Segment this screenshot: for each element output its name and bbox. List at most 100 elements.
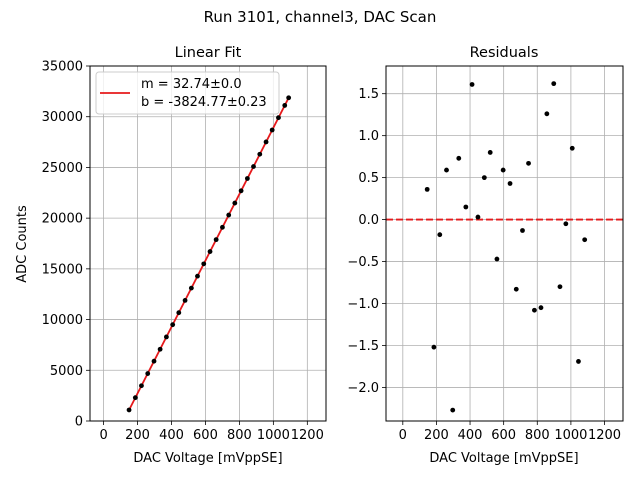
data-point [507, 181, 513, 186]
y-tick-label: 5000 [50, 364, 83, 379]
x-tick-label: 1200 [588, 428, 621, 443]
data-point [513, 286, 519, 292]
residuals-panel: 0 200 400 600 800 1000 1200 −2.0 −1.5 −1.0 −0.5 0.… [347, 45, 624, 466]
data-point [444, 167, 449, 173]
linear-fit-y-ticks: 0 5000 10000 15000 20000 25000 30000 35000 [42, 60, 90, 430]
y-tick-label: 0.0 [358, 213, 379, 228]
x-tick-label: 0 [399, 428, 407, 443]
x-tick-label: 400 [458, 428, 483, 443]
x-tick-label: 200 [424, 428, 449, 443]
x-tick-label: 200 [125, 428, 150, 443]
linear-fit-axes-frame [89, 65, 327, 422]
data-point [475, 214, 481, 220]
y-tick-label: −1.0 [347, 297, 379, 312]
data-point [431, 344, 437, 350]
data-point [269, 127, 275, 133]
data-point [188, 285, 194, 291]
data-point [182, 298, 188, 303]
data-point [551, 81, 557, 87]
legend-intercept-entry: b = -3824.77±0.23 [141, 95, 267, 110]
x-tick-label: 1200 [291, 428, 324, 443]
data-point [520, 228, 525, 233]
residuals-grid [386, 66, 623, 421]
y-tick-label: 1.0 [358, 129, 379, 144]
data-point [244, 176, 250, 181]
data-point [251, 164, 256, 169]
data-point [282, 103, 288, 108]
x-tick-label: 0 [99, 428, 107, 443]
residuals-x-axis-label: DAC Voltage [mVppSE] [429, 451, 578, 466]
data-point [139, 383, 144, 389]
linear-fit-x-ticks: 0 200 400 600 800 1000 1200 [99, 421, 324, 443]
data-point [481, 175, 487, 181]
figure-suptitle: Run 3101, channel3, DAC Scan [204, 8, 437, 26]
linear-fit-plot [126, 95, 292, 413]
linear-fit-y-axis-label: ADC Counts [15, 205, 30, 283]
x-tick-label: 1000 [554, 428, 587, 443]
y-tick-label: 0.5 [358, 171, 379, 186]
data-point [463, 204, 469, 210]
x-tick-label: 400 [159, 428, 184, 443]
data-point [276, 115, 281, 121]
linear-fit-legend: m = 32.74±0.0 b = -3824.77±0.23 [95, 71, 280, 115]
data-point [170, 322, 176, 328]
data-point [164, 334, 169, 340]
y-tick-label: 0 [75, 415, 83, 430]
data-point [226, 212, 232, 218]
y-tick-label: −0.5 [347, 255, 379, 270]
data-point [286, 95, 292, 101]
data-point [526, 160, 531, 166]
data-point [257, 151, 263, 157]
x-tick-label: 600 [193, 428, 218, 443]
data-point [544, 111, 550, 117]
data-point [500, 167, 506, 173]
data-point [569, 145, 575, 151]
y-tick-label: 10000 [42, 313, 83, 328]
y-tick-label: −1.5 [347, 339, 379, 354]
data-point [126, 407, 132, 413]
data-point [557, 284, 563, 290]
data-point [582, 237, 588, 243]
data-point [232, 200, 238, 206]
fit-line [128, 97, 290, 411]
linear-fit-grid [90, 65, 326, 422]
linear-fit-title: Linear Fit [175, 45, 242, 61]
y-tick-label: 15000 [42, 262, 83, 277]
x-tick-label: 800 [227, 428, 252, 443]
linear-fit-x-axis-label: DAC Voltage [mVppSE] [133, 451, 282, 466]
data-point [456, 155, 462, 161]
x-tick-label: 800 [525, 428, 550, 443]
data-point [450, 407, 456, 413]
data-point [176, 310, 182, 316]
linear-fit-panel: 0 200 400 600 800 1000 1200 0 5000 10000 15000 200… [15, 45, 327, 466]
data-point [132, 395, 138, 401]
x-tick-label: 600 [491, 428, 516, 443]
residuals-plot [386, 81, 623, 413]
y-tick-label: −2.0 [347, 381, 379, 396]
data-point [220, 224, 225, 230]
data-point [145, 371, 151, 376]
legend-slope-entry: m = 32.74±0.0 [141, 77, 242, 92]
data-point [151, 358, 157, 364]
data-point [424, 186, 430, 192]
y-tick-label: 1.5 [358, 87, 379, 102]
data-point [201, 261, 207, 267]
data-point [494, 256, 500, 262]
data-point [538, 305, 544, 311]
data-point [207, 249, 213, 254]
data-point [563, 221, 569, 227]
data-point [437, 232, 443, 238]
data-point [157, 346, 163, 352]
legend-box [95, 71, 280, 115]
y-tick-label: 35000 [42, 60, 83, 75]
x-tick-label: 1000 [257, 428, 290, 443]
residuals-x-ticks: 0 200 400 600 800 1000 1200 [399, 421, 621, 443]
data-point [532, 307, 537, 313]
data-point [469, 82, 475, 87]
data-point [263, 139, 269, 145]
data-point [195, 273, 200, 279]
y-tick-label: 20000 [42, 212, 83, 227]
residuals-title: Residuals [470, 45, 539, 61]
data-point [576, 359, 581, 364]
